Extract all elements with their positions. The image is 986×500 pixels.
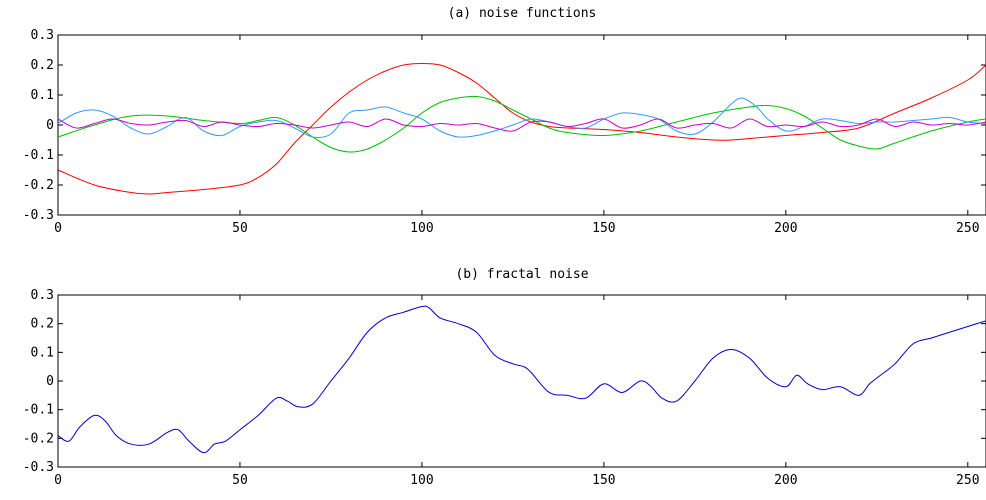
y-tick-label: 0.2	[31, 58, 54, 73]
y-tick-label: 0.3	[31, 288, 54, 303]
y-tick-label: -0.3	[23, 208, 54, 223]
chart-title: (a) noise functions	[448, 6, 597, 21]
x-tick-label: 100	[410, 221, 433, 236]
y-tick-label: 0.1	[31, 88, 54, 103]
chart-noise-functions: (a) noise functions 0 50 100 150 200 250 0.30…	[23, 6, 986, 236]
series-layer	[57, 305, 986, 454]
y-ticks: 0.3 0.2 0.1 0 -0.1 -0.2 -0.3	[23, 288, 986, 475]
y-tick-label: 0.2	[31, 317, 54, 332]
chart-fractal-noise: (b) fractal noise 0 50 100 150 200 250 0.3 0.2…	[23, 267, 986, 488]
plot-frame	[57, 294, 986, 468]
x-ticks: 0 50 100 150 200 250	[54, 295, 980, 488]
y-tick-label: 0	[46, 118, 54, 133]
x-tick-label: 200	[774, 221, 797, 236]
series-line-0	[57, 305, 986, 454]
y-tick-label: 0.1	[31, 345, 54, 360]
y-tick-label: -0.3	[23, 460, 54, 475]
x-tick-label: 250	[956, 221, 979, 236]
x-tick-label: 150	[592, 221, 615, 236]
series-layer	[57, 63, 986, 195]
x-tick-label: 250	[956, 473, 979, 488]
y-tick-label: -0.2	[23, 431, 54, 446]
x-tick-label: 0	[54, 221, 62, 236]
x-tick-label: 100	[410, 473, 433, 488]
series-line-2	[57, 97, 986, 139]
series-line-3	[57, 118, 986, 132]
y-tick-label: -0.2	[23, 178, 54, 193]
x-tick-label: 0	[54, 473, 62, 488]
y-tick-label: 0	[46, 374, 54, 389]
y-tick-label: -0.1	[23, 403, 54, 418]
chart-title: (b) fractal noise	[455, 267, 588, 282]
y-tick-label: 0.3	[31, 28, 54, 43]
x-tick-label: 50	[232, 473, 248, 488]
x-tick-label: 150	[592, 473, 615, 488]
series-line-1	[57, 95, 986, 153]
y-tick-label: -0.1	[23, 148, 54, 163]
x-tick-label: 50	[232, 221, 248, 236]
series-line-0	[57, 63, 986, 195]
x-tick-label: 200	[774, 473, 797, 488]
x-ticks: 0 50 100 150 200 250	[54, 35, 980, 236]
y-ticks: 0.3 0.2 0.1 0 -0.1 -0.2 -0.3	[23, 28, 986, 223]
